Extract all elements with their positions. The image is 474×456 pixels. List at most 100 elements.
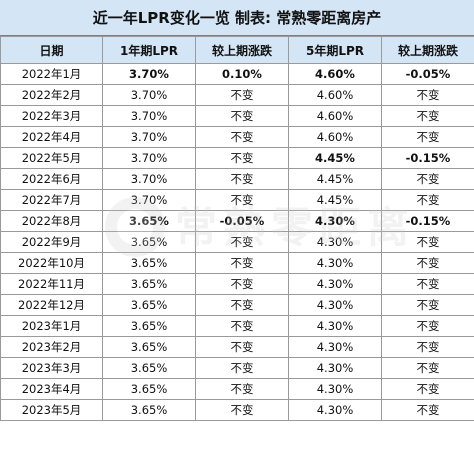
cell-change-1y: 不变: [195, 252, 289, 274]
cell-date: 2022年6月: [0, 168, 103, 190]
cell-lpr-1y: 3.65%: [102, 399, 196, 421]
cell-date: 2022年7月: [0, 189, 103, 211]
header-change-5y: 较上期涨跌: [381, 36, 474, 64]
cell-change-1y: 不变: [195, 294, 289, 316]
cell-change-5y: -0.15%: [381, 210, 474, 232]
cell-lpr-5y: 4.30%: [288, 357, 382, 379]
cell-date: 2022年11月: [0, 273, 103, 295]
cell-change-1y: 不变: [195, 336, 289, 358]
cell-change-1y: -0.05%: [195, 210, 289, 232]
cell-lpr-5y: 4.60%: [288, 105, 382, 127]
cell-date: 2022年8月: [0, 210, 103, 232]
table-row: 2022年2月 3.70% 不变 4.60% 不变: [0, 84, 474, 106]
cell-lpr-5y: 4.30%: [288, 315, 382, 337]
header-lpr-5y: 5年期LPR: [288, 36, 382, 64]
cell-lpr-5y: 4.30%: [288, 336, 382, 358]
cell-lpr-1y: 3.70%: [102, 189, 196, 211]
cell-lpr-5y: 4.45%: [288, 168, 382, 190]
table-body: 2022年1月 3.70% 0.10% 4.60% -0.05% 2022年2月 3.70%…: [0, 63, 474, 421]
table-title: 近一年LPR变化一览 制表: 常熟零距离房产: [0, 0, 474, 36]
cell-lpr-1y: 3.65%: [102, 315, 196, 337]
cell-change-1y: 不变: [195, 147, 289, 169]
cell-lpr-1y: 3.65%: [102, 210, 196, 232]
header-change-1y: 较上期涨跌: [195, 36, 289, 64]
table-row: 2023年2月 3.65% 不变 4.30% 不变: [0, 336, 474, 358]
header-row: 日期 1年期LPR 较上期涨跌 5年期LPR 较上期涨跌: [0, 36, 474, 64]
cell-date: 2023年2月: [0, 336, 103, 358]
cell-date: 2022年9月: [0, 231, 103, 253]
cell-lpr-1y: 3.65%: [102, 231, 196, 253]
header-date: 日期: [0, 36, 103, 64]
table-row: 2022年1月 3.70% 0.10% 4.60% -0.05%: [0, 63, 474, 85]
table-row: 2022年9月 3.65% 不变 4.30% 不变: [0, 231, 474, 253]
cell-change-1y: 不变: [195, 315, 289, 337]
table-row: 2022年11月 3.65% 不变 4.30% 不变: [0, 273, 474, 295]
cell-change-5y: 不变: [381, 252, 474, 274]
table-row: 2022年7月 3.70% 不变 4.45% 不变: [0, 189, 474, 211]
header-lpr-1y: 1年期LPR: [102, 36, 196, 64]
cell-lpr-5y: 4.60%: [288, 63, 382, 85]
table-row: 2022年3月 3.70% 不变 4.60% 不变: [0, 105, 474, 127]
cell-lpr-5y: 4.30%: [288, 231, 382, 253]
cell-lpr-1y: 3.65%: [102, 273, 196, 295]
table-row: 2022年4月 3.70% 不变 4.60% 不变: [0, 126, 474, 148]
table-row: 2022年5月 3.70% 不变 4.45% -0.15%: [0, 147, 474, 169]
table-row: 2023年4月 3.65% 不变 4.30% 不变: [0, 378, 474, 400]
cell-lpr-1y: 3.65%: [102, 336, 196, 358]
cell-change-1y: 不变: [195, 231, 289, 253]
cell-change-1y: 不变: [195, 189, 289, 211]
cell-date: 2022年5月: [0, 147, 103, 169]
cell-date: 2022年2月: [0, 84, 103, 106]
cell-change-1y: 不变: [195, 168, 289, 190]
cell-change-1y: 不变: [195, 399, 289, 421]
cell-lpr-1y: 3.65%: [102, 357, 196, 379]
cell-date: 2023年3月: [0, 357, 103, 379]
cell-change-1y: 不变: [195, 378, 289, 400]
cell-lpr-1y: 3.70%: [102, 63, 196, 85]
cell-change-5y: -0.15%: [381, 147, 474, 169]
table-row: 2023年3月 3.65% 不变 4.30% 不变: [0, 357, 474, 379]
cell-date: 2023年1月: [0, 315, 103, 337]
lpr-table: 日期 1年期LPR 较上期涨跌 5年期LPR 较上期涨跌 2022年1月 3.70…: [0, 36, 474, 421]
cell-lpr-1y: 3.70%: [102, 147, 196, 169]
cell-change-5y: 不变: [381, 336, 474, 358]
cell-date: 2022年3月: [0, 105, 103, 127]
cell-lpr-1y: 3.70%: [102, 168, 196, 190]
cell-lpr-1y: 3.70%: [102, 126, 196, 148]
cell-lpr-5y: 4.30%: [288, 273, 382, 295]
cell-change-5y: 不变: [381, 231, 474, 253]
table-row: 2023年5月 3.65% 不变 4.30% 不变: [0, 399, 474, 421]
cell-lpr-5y: 4.30%: [288, 294, 382, 316]
cell-lpr-5y: 4.60%: [288, 126, 382, 148]
cell-change-1y: 不变: [195, 273, 289, 295]
table-row: 2022年10月 3.65% 不变 4.30% 不变: [0, 252, 474, 274]
cell-change-5y: 不变: [381, 273, 474, 295]
cell-change-1y: 不变: [195, 84, 289, 106]
cell-date: 2022年4月: [0, 126, 103, 148]
cell-change-5y: 不变: [381, 84, 474, 106]
cell-date: 2022年1月: [0, 63, 103, 85]
cell-change-5y: 不变: [381, 315, 474, 337]
cell-lpr-5y: 4.45%: [288, 189, 382, 211]
cell-date: 2023年4月: [0, 378, 103, 400]
cell-lpr-5y: 4.30%: [288, 378, 382, 400]
cell-lpr-5y: 4.45%: [288, 147, 382, 169]
cell-change-5y: 不变: [381, 399, 474, 421]
cell-change-5y: 不变: [381, 294, 474, 316]
table-row: 2022年12月 3.65% 不变 4.30% 不变: [0, 294, 474, 316]
cell-change-5y: -0.05%: [381, 63, 474, 85]
cell-change-1y: 不变: [195, 357, 289, 379]
table-row: 2023年1月 3.65% 不变 4.30% 不变: [0, 315, 474, 337]
cell-lpr-1y: 3.65%: [102, 252, 196, 274]
cell-lpr-1y: 3.70%: [102, 84, 196, 106]
cell-change-5y: 不变: [381, 105, 474, 127]
table-row: 2022年8月 3.65% -0.05% 4.30% -0.15%: [0, 210, 474, 232]
cell-date: 2023年5月: [0, 399, 103, 421]
cell-lpr-5y: 4.30%: [288, 399, 382, 421]
cell-lpr-1y: 3.65%: [102, 294, 196, 316]
cell-lpr-5y: 4.60%: [288, 84, 382, 106]
cell-lpr-5y: 4.30%: [288, 252, 382, 274]
cell-lpr-5y: 4.30%: [288, 210, 382, 232]
cell-lpr-1y: 3.70%: [102, 105, 196, 127]
cell-change-1y: 不变: [195, 126, 289, 148]
